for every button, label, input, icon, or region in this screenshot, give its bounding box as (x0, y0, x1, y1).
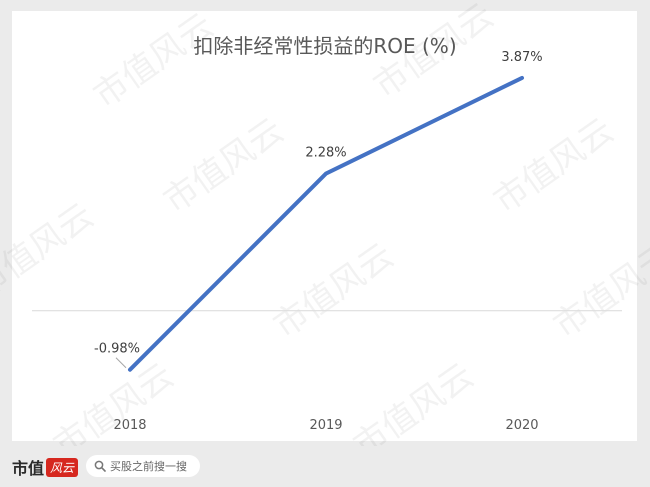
x-tick-label: 2018 (113, 418, 146, 433)
watermark-text: 市值风云 (267, 236, 401, 347)
chart-title: 扣除非经常性损益的ROE (%) (193, 34, 457, 58)
data-label-leader (115, 357, 127, 369)
brand-logo: 市值 风云 (12, 456, 79, 478)
data-label: -0.98% (94, 342, 140, 357)
watermark-text: 市值风云 (367, 0, 501, 106)
search-text: 买股之前搜一搜 (110, 460, 187, 473)
search-box[interactable]: 买股之前搜一搜 (86, 455, 200, 477)
x-tick-label: 2020 (505, 418, 538, 433)
watermark-text: 市值风云 (87, 6, 221, 117)
chart-card (12, 11, 637, 441)
watermark-text: 市值风云 (0, 196, 101, 307)
brand-text: 市值 (12, 459, 45, 478)
search-icon (94, 460, 106, 472)
footer-bar: 市值 风云 买股之前搜一搜 (0, 446, 650, 487)
data-label: 2.28% (305, 146, 346, 161)
watermark-text: 市值风云 (347, 356, 481, 446)
brand-seal: 风云 (46, 457, 79, 477)
watermark-text: 市值风云 (487, 111, 621, 222)
watermark-text: 市值风云 (547, 236, 650, 347)
x-tick-label: 2019 (309, 418, 342, 433)
watermark-text: 市值风云 (157, 111, 291, 222)
data-label: 3.87% (501, 50, 542, 65)
series-line (128, 75, 524, 372)
